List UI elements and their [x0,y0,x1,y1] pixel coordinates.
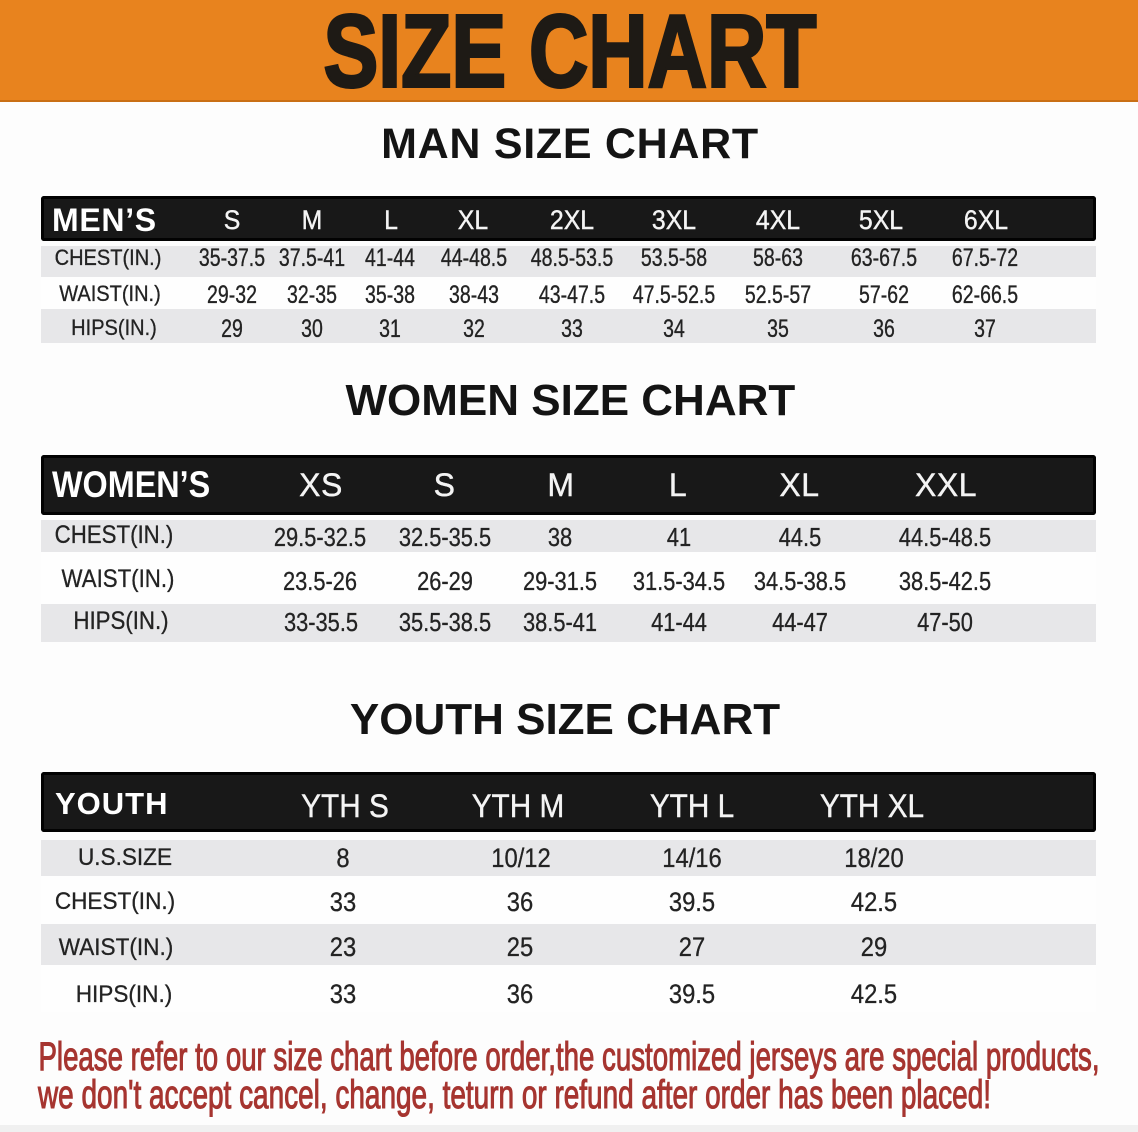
svg-text:SIZE CHART: SIZE CHART [324,0,817,109]
svg-text:we don't accept cancel, change: we don't accept cancel, change, teturn o… [37,1073,991,1117]
svg-text:Please refer to our size chart: Please refer to our size chart before or… [39,1035,1100,1079]
